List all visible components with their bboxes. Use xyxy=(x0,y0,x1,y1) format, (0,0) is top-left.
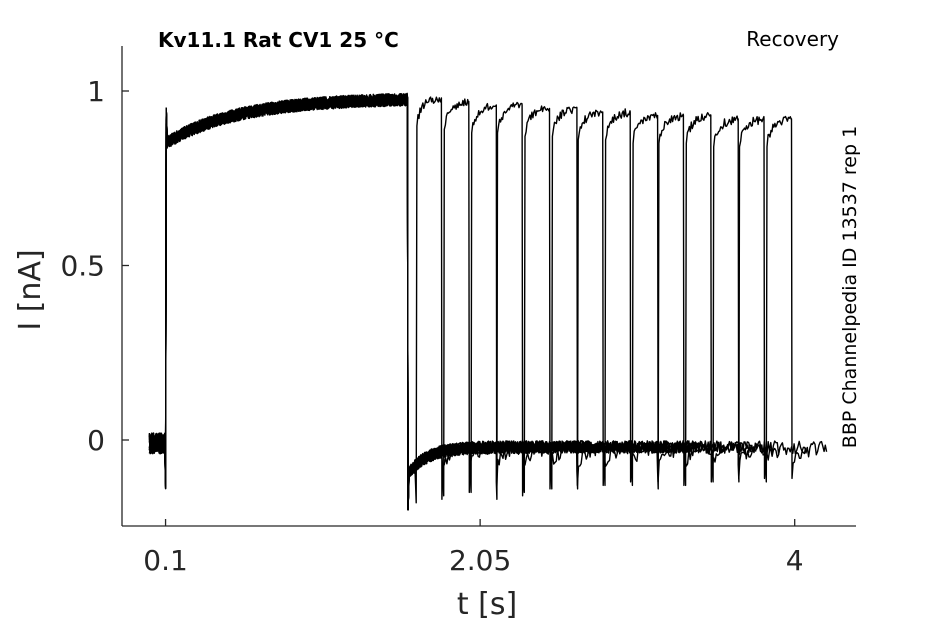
y-tick-label: 0.5 xyxy=(60,250,105,283)
current-trace xyxy=(148,93,828,511)
x-tick-label: 4 xyxy=(786,544,804,577)
x-tick-label: 0.1 xyxy=(143,544,188,577)
axes xyxy=(121,46,856,527)
chart-title: Kv11.1 Rat CV1 25 °C xyxy=(158,28,399,52)
y-axis-title: I [nA] xyxy=(13,249,48,330)
current-trace xyxy=(148,93,477,511)
current-trace xyxy=(148,93,807,511)
y-tick-label: 0 xyxy=(87,424,105,457)
x-axis-title: t [s] xyxy=(457,587,517,622)
protocol-label: Recovery xyxy=(746,27,839,51)
current-traces xyxy=(148,92,828,511)
source-label: BBP Channelpedia ID 13537 rep 1 xyxy=(839,126,861,448)
axis-ticks: 0.1 2.05 4 0 0.5 1 xyxy=(60,75,803,577)
y-tick-label: 1 xyxy=(87,75,105,108)
x-tick-label: 2.05 xyxy=(449,544,511,577)
